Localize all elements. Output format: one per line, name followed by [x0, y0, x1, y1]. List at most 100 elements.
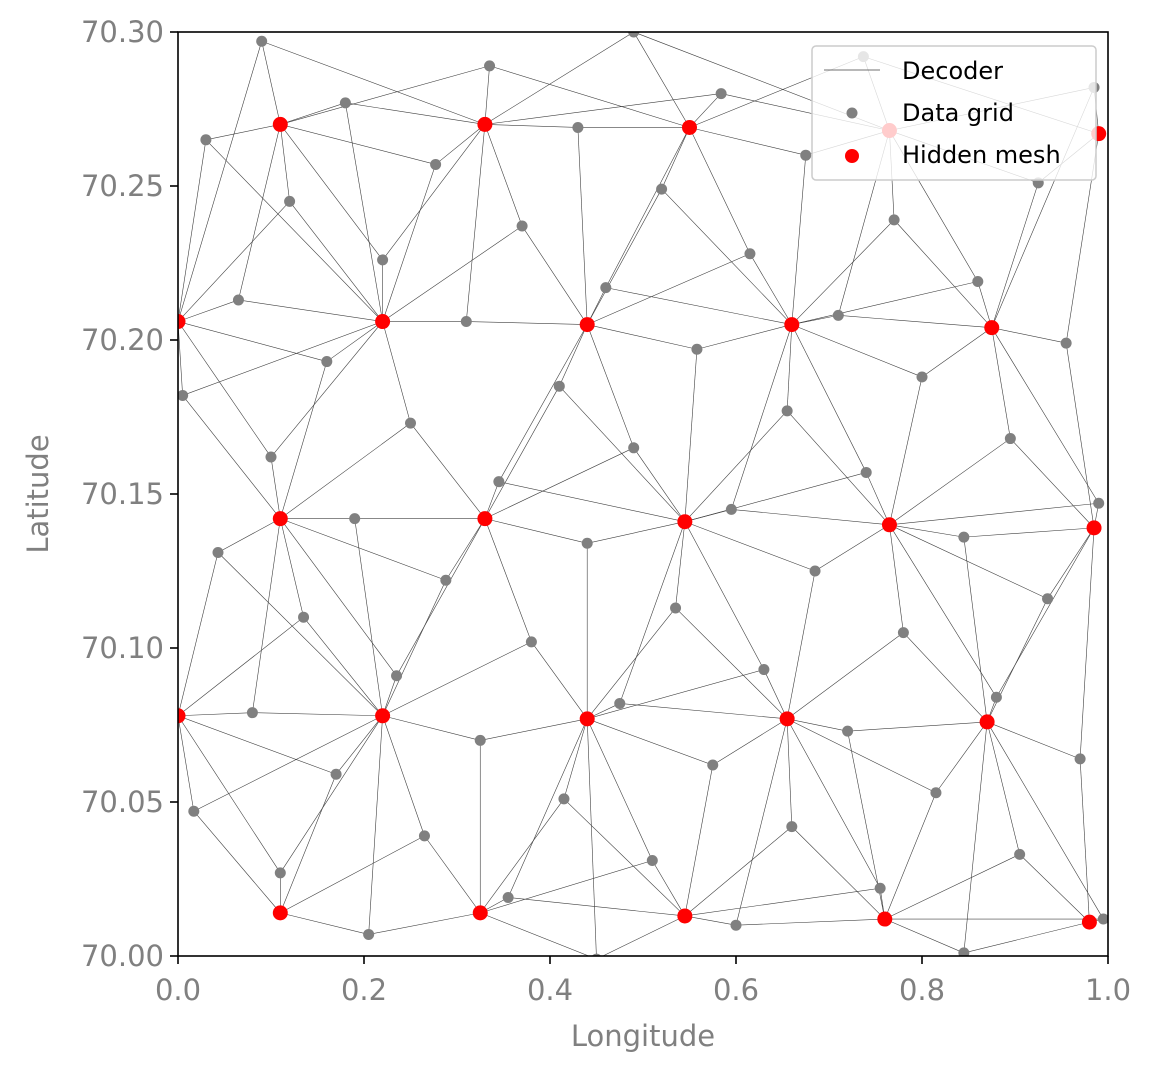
decoder-edge [1065, 343, 1095, 528]
decoder-edge [684, 826, 792, 917]
decoder-edge [280, 715, 383, 874]
decoder-edge [986, 721, 1081, 760]
hidden-mesh-point [1086, 520, 1102, 536]
decoder-edge [178, 201, 290, 322]
decoder-edge [445, 518, 486, 581]
decoder-edge [963, 921, 1090, 954]
hidden-mesh-point [272, 116, 288, 132]
decoder-edge [280, 124, 383, 261]
decoder-edge [396, 518, 486, 676]
decoder-edge [368, 912, 481, 935]
decoder-edge [193, 811, 281, 914]
hidden-mesh-point [677, 908, 693, 924]
decoder-edge [252, 712, 383, 717]
decoder-edge [633, 32, 690, 128]
decoder-edge [652, 860, 686, 917]
data-grid-point [744, 248, 756, 260]
decoder-edge [991, 182, 1039, 328]
data-grid-point [786, 821, 798, 833]
decoder-edge [791, 324, 923, 378]
decoder-edge [696, 324, 792, 350]
decoder-edge [508, 897, 685, 917]
data-grid-point [832, 309, 844, 321]
x-tick-label: 0.0 [155, 973, 201, 1007]
decoder-edge [689, 127, 806, 156]
decoder-edge [178, 139, 207, 322]
x-tick-label: 0.6 [713, 973, 759, 1007]
decoder-edge [787, 718, 848, 732]
decoder-edge [178, 715, 337, 775]
decoder-edge [182, 321, 383, 396]
decoder-edge [684, 521, 765, 670]
decoder-edge [280, 518, 397, 676]
decoder-edge [382, 715, 481, 741]
decoder-edge [280, 518, 446, 581]
decoder-edge [684, 915, 737, 926]
x-tick-label: 0.4 [527, 973, 573, 1007]
decoder-edge [484, 386, 560, 519]
decoder-edge [587, 669, 764, 720]
data-grid-point [958, 947, 970, 956]
data-grid-point [707, 759, 719, 771]
decoder-edge [587, 521, 685, 544]
decoder-edge [586, 718, 597, 956]
data-grid-point [391, 670, 403, 682]
data-grid-point [990, 691, 1002, 703]
data-grid-point [188, 805, 200, 817]
decoder-edge [791, 219, 895, 325]
hidden-mesh-point [979, 714, 995, 730]
decoder-edge [424, 835, 481, 914]
decoder-edge [605, 287, 792, 325]
decoder-edge [991, 327, 1011, 439]
decoder-edge [280, 124, 436, 165]
decoder-edge [889, 524, 964, 538]
data-grid-point [418, 830, 430, 842]
decoder-edge [559, 324, 588, 387]
decoder-edge [684, 509, 732, 523]
decoder-edge [489, 65, 690, 128]
hidden-mesh-point [784, 317, 800, 333]
decoder-edge [238, 124, 281, 301]
hidden-mesh-point [472, 905, 488, 921]
decoder-edge [675, 607, 788, 720]
decoder-edge [577, 127, 588, 325]
data-grid-point [628, 32, 640, 38]
data-grid-point [321, 356, 333, 368]
decoder-edge [1079, 527, 1095, 759]
data-grid-point [628, 442, 640, 454]
data-grid-point [1074, 753, 1086, 765]
data-grid-point [809, 565, 821, 577]
decoder-edge [280, 422, 411, 519]
decoder-edge [587, 253, 751, 325]
decoder-edge [484, 124, 523, 227]
decoder-edge [684, 887, 881, 917]
decoder-edge [963, 537, 988, 722]
hidden-mesh-point [375, 708, 391, 724]
decoder-edge [484, 65, 490, 125]
data-grid-point [440, 574, 452, 586]
decoder-edge [466, 321, 588, 325]
data-grid-point [1004, 433, 1016, 445]
decoder-edge [675, 521, 686, 608]
legend: Decoder Data grid Hidden mesh [811, 45, 1097, 181]
decoder-edge [280, 361, 328, 519]
data-grid-point [670, 602, 682, 614]
data-grid-point [474, 734, 486, 746]
decoder-edge [586, 607, 676, 720]
y-tick-label: 70.25 [81, 169, 164, 203]
hidden-mesh-point [677, 514, 693, 530]
decoder-edge [684, 349, 698, 522]
decoder-edge [280, 912, 369, 935]
hidden-mesh-point [579, 711, 595, 727]
decoder-edge [735, 718, 788, 926]
decoder-edge [884, 854, 1020, 920]
decoder-edge [1079, 758, 1090, 923]
decoder-edge [587, 718, 713, 766]
legend-label-decoder: Decoder [902, 57, 1003, 85]
decoder-edge [410, 422, 486, 519]
x-axis-ticks: 0.0 0.2 0.4 0.6 0.8 1.0 [155, 956, 1131, 1007]
x-tick-label: 0.2 [341, 973, 387, 1007]
decoder-edge [205, 139, 383, 322]
decoder-edge [345, 102, 383, 322]
data-grid-point [842, 725, 854, 737]
